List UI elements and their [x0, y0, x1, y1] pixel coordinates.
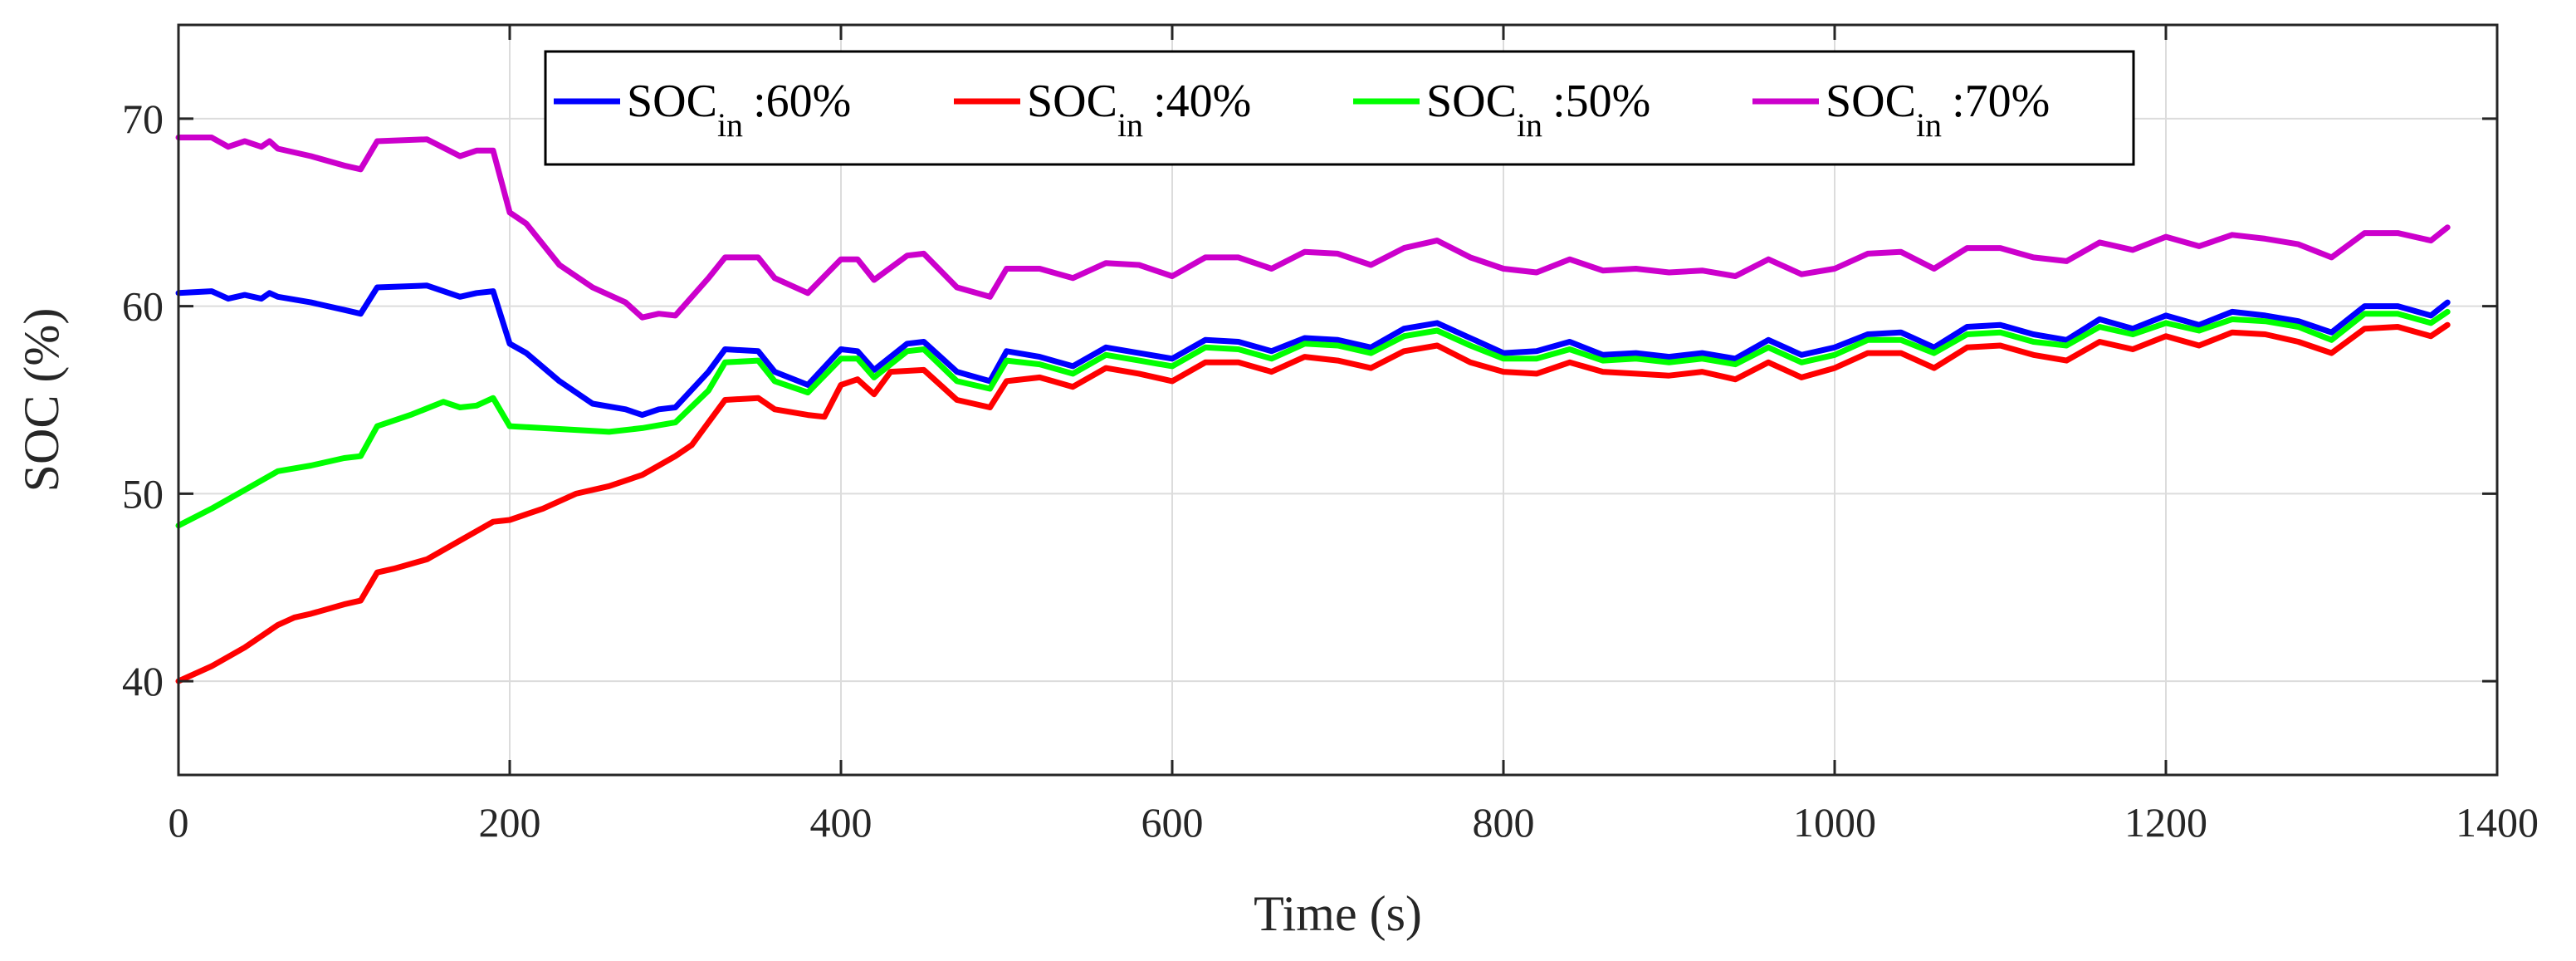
plot-area-frame — [177, 23, 2499, 777]
legend-label: SOCin :40% — [1027, 76, 1251, 144]
legend-box — [544, 50, 2135, 166]
legend-label: SOCin :70% — [1826, 76, 2050, 144]
legend-label: SOCin :60% — [627, 76, 851, 144]
legend-label-subscript: in — [717, 106, 743, 144]
legend-label-main: SOC — [1826, 76, 1916, 127]
series-line-40 — [175, 321, 2451, 684]
x-tick-label: 400 — [810, 799, 873, 846]
y-tick-label: 60 — [122, 283, 164, 330]
series-line-50 — [175, 308, 2451, 529]
legend-label-subscript: in — [1916, 106, 1942, 144]
legend-label-subscript: in — [1117, 106, 1143, 144]
y-tick-label: 40 — [122, 658, 164, 704]
x-tick-label: 600 — [1141, 799, 1204, 846]
legend-label-value: :50% — [1552, 76, 1650, 127]
series-lines — [175, 135, 2451, 684]
x-tick-label: 1400 — [2456, 799, 2539, 846]
x-tick-label: 0 — [169, 799, 189, 846]
x-tick-label: 1000 — [1793, 799, 1876, 846]
y-axis-ticks: 40 50 60 70 — [122, 96, 2497, 704]
legend-label-subscript: in — [1517, 106, 1542, 144]
series-line-60 — [175, 282, 2451, 419]
x-axis-label: Time (s) — [1254, 886, 1422, 941]
x-tick-label: 1200 — [2124, 799, 2207, 846]
legend-label-value: :70% — [1952, 76, 2050, 127]
y-tick-label: 50 — [122, 470, 164, 517]
legend: SOCin:60% SOCin:40% SOCin:50% SOCin:70% — [544, 50, 2135, 166]
legend-label-main: SOC — [627, 76, 717, 127]
x-axis-ticks: 0 200 400 600 800 1000 1200 1400 — [169, 25, 2539, 846]
legend-label-value: :60% — [753, 76, 851, 127]
y-tick-label: 70 — [122, 96, 164, 142]
legend-label-main: SOC — [1027, 76, 1117, 127]
x-tick-label: 200 — [479, 799, 541, 846]
legend-label-value: :40% — [1153, 76, 1251, 127]
legend-label-main: SOC — [1426, 76, 1517, 127]
x-tick-label: 800 — [1473, 799, 1535, 846]
y-axis-label: SOC (%) — [14, 308, 69, 493]
series-line-70 — [175, 135, 2451, 321]
legend-label: SOCin :50% — [1426, 76, 1650, 144]
